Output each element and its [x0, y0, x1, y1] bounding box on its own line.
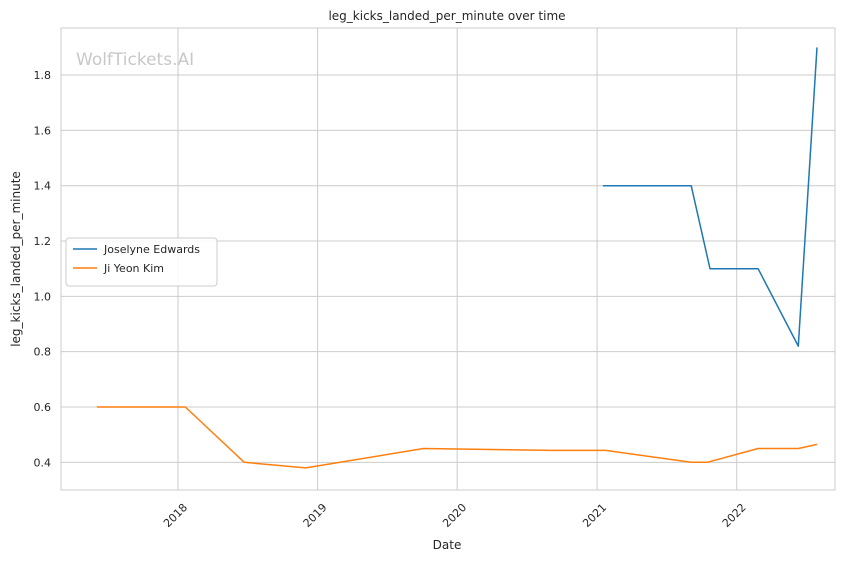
y-tick-label: 1.4 [34, 180, 52, 193]
legend-label: Joselyne Edwards [103, 243, 200, 256]
y-tick-label: 1.2 [34, 235, 52, 248]
chart-title: leg_kicks_landed_per_minute over time [328, 9, 565, 23]
tick-labels: 0.4 0.6 0.8 1.0 1.2 1.4 1.6 1.8 2018 2019 2020 2021… [34, 69, 749, 530]
x-tick-label: 2022 [720, 501, 749, 530]
watermark: WolfTickets.AI [76, 50, 194, 70]
y-tick-label: 1.8 [34, 69, 52, 82]
series-line-joselyne-edwards [602, 47, 818, 347]
y-tick-label: 1.6 [34, 124, 52, 137]
y-tick-label: 0.4 [34, 456, 52, 469]
series-layer [96, 47, 818, 469]
x-tick-label: 2021 [580, 501, 609, 530]
y-tick-label: 1.0 [34, 290, 52, 303]
x-axis-label: Date [433, 538, 462, 552]
y-tick-label: 0.8 [34, 346, 52, 359]
series-line-ji-yeon-kim [96, 406, 818, 469]
x-tick-label: 2019 [301, 501, 330, 530]
y-axis-label: leg_kicks_landed_per_minute [9, 171, 23, 347]
grid [61, 28, 835, 490]
legend: Joselyne Edwards Ji Yeon Kim [65, 237, 218, 287]
legend-label: Ji Yeon Kim [103, 262, 164, 275]
y-tick-label: 0.6 [34, 401, 52, 414]
x-tick-label: 2020 [440, 501, 469, 530]
x-tick-label: 2018 [161, 501, 190, 530]
legend-box [65, 237, 218, 287]
plot-frame [60, 27, 836, 491]
